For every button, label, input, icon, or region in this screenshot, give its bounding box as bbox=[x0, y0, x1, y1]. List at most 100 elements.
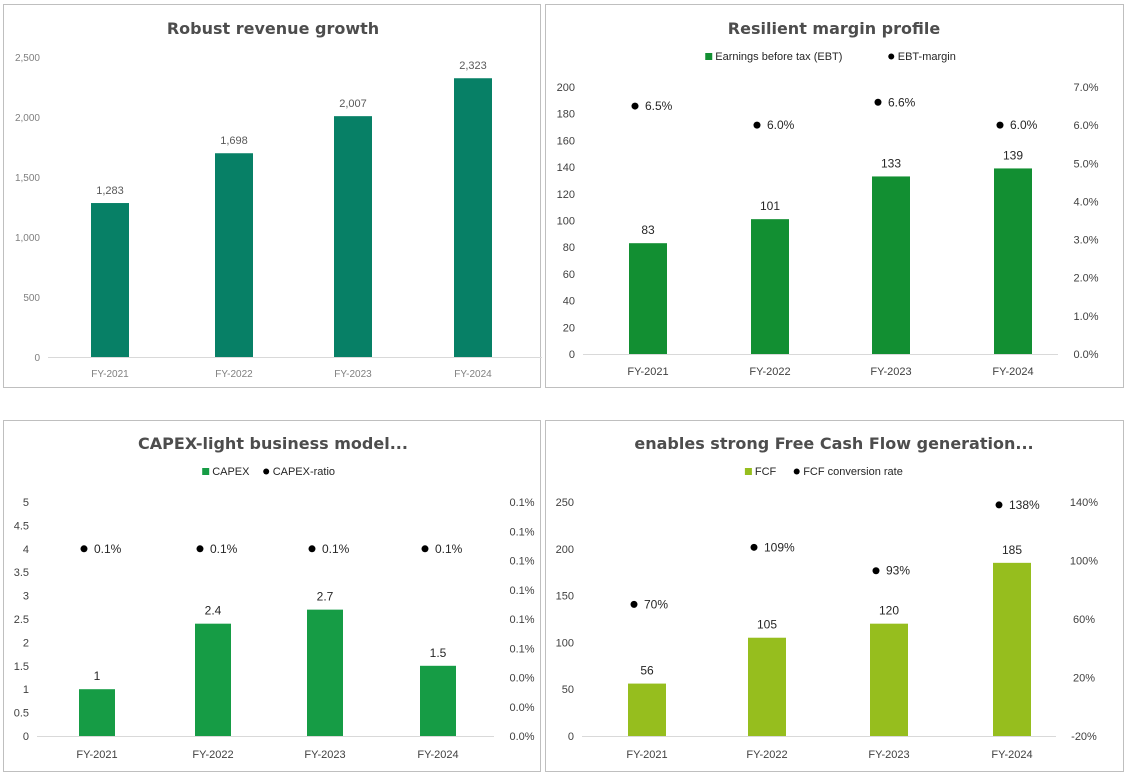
scatter-data-label: 0.1% bbox=[94, 542, 122, 556]
y-axis-tick-label: 160 bbox=[557, 135, 575, 147]
bar-data-label: 1,698 bbox=[220, 135, 248, 147]
capex-chart-panel: CAPEX-light business model... CAPEX CAPEX-… bbox=[3, 420, 541, 772]
bar-data-label: 2.4 bbox=[205, 604, 222, 618]
y-axis-tick-label: 20 bbox=[563, 322, 575, 334]
chart-title: enables strong Free Cash Flow generation… bbox=[634, 434, 1033, 453]
x-axis-tick-label: FY-2021 bbox=[91, 369, 129, 380]
y-axis-tick-label: 1 bbox=[23, 684, 29, 696]
scatter-point bbox=[308, 545, 316, 553]
y-axis-tick-label: 200 bbox=[557, 82, 575, 94]
revenue-chart: Robust revenue growth 0 500 1,000 1,500 2,000… bbox=[15, 19, 542, 380]
bar-data-label: 105 bbox=[757, 618, 777, 632]
legend-label: EBT-margin bbox=[898, 51, 956, 63]
x-axis-tick-label: FY-2022 bbox=[746, 749, 787, 761]
y2-axis-tick-label: 2.0% bbox=[1073, 273, 1098, 285]
y2-axis-tick-label: 6.0% bbox=[1073, 120, 1098, 132]
scatter-data-label: 6.6% bbox=[888, 95, 916, 109]
y-axis-tick-label: 3 bbox=[23, 591, 29, 603]
y2-axis-tick-label: 140% bbox=[1070, 497, 1098, 509]
scatter-point bbox=[872, 567, 880, 575]
y2-axis-tick-label: 0.1% bbox=[509, 556, 534, 568]
y2-axis-tick-label: 0.0% bbox=[509, 673, 534, 685]
y2-axis-tick-label: 20% bbox=[1073, 673, 1095, 685]
y-axis-tick-label: 3.5 bbox=[14, 567, 29, 579]
x-axis-tick-label: FY-2022 bbox=[215, 369, 253, 380]
y-axis-tick-label: 60 bbox=[563, 269, 575, 281]
bar-data-label: 2.7 bbox=[317, 590, 334, 604]
chart-title: CAPEX-light business model... bbox=[138, 434, 408, 453]
bar-data-label: 120 bbox=[879, 604, 899, 618]
y2-axis-tick-label: 0.0% bbox=[509, 702, 534, 714]
x-axis-tick-label: FY-2023 bbox=[868, 749, 909, 761]
x-axis-tick-label: FY-2024 bbox=[417, 749, 458, 761]
y-axis-tick-label: 180 bbox=[557, 109, 575, 121]
scatter-data-label: 70% bbox=[644, 597, 668, 611]
y-axis-tick-label: 2,000 bbox=[15, 113, 40, 124]
scatter-data-label: 6.5% bbox=[645, 99, 673, 113]
scatter-point bbox=[996, 121, 1004, 129]
bar-data-label: 101 bbox=[760, 199, 780, 213]
bar bbox=[870, 623, 908, 736]
y-axis-tick-label: 4.5 bbox=[14, 520, 29, 532]
y-axis-tick-label: 40 bbox=[563, 296, 575, 308]
scatter-data-label: 6.0% bbox=[1010, 118, 1038, 132]
y2-axis-tick-label: 0.1% bbox=[509, 497, 534, 509]
x-axis-tick-label: FY-2023 bbox=[870, 366, 911, 378]
y-axis-tick-label: 0 bbox=[34, 353, 40, 364]
y-axis-tick-label: 0 bbox=[569, 349, 575, 361]
y2-axis-tick-label: 0.0% bbox=[1073, 349, 1098, 361]
legend-label: CAPEX-ratio bbox=[273, 466, 335, 478]
bar-data-label: 56 bbox=[640, 664, 654, 678]
chart-title: Resilient margin profile bbox=[728, 19, 941, 38]
y-axis-tick-label: 100 bbox=[556, 637, 574, 649]
x-axis-tick-label: FY-2023 bbox=[334, 369, 372, 380]
legend-marker-dot bbox=[263, 468, 270, 475]
y2-axis-tick-label: 0.1% bbox=[509, 643, 534, 655]
bar bbox=[454, 78, 492, 358]
y-axis-tick-label: 0.5 bbox=[14, 708, 29, 720]
y2-axis-tick-label: -20% bbox=[1071, 731, 1097, 743]
scatter-point bbox=[630, 600, 638, 608]
y-axis-tick-label: 1,000 bbox=[15, 233, 40, 244]
y-axis-tick-label: 2,500 bbox=[15, 53, 40, 64]
x-axis-tick-label: FY-2021 bbox=[627, 366, 668, 378]
scatter-point bbox=[750, 543, 758, 551]
x-axis-tick-label: FY-2024 bbox=[991, 749, 1032, 761]
bar-data-label: 139 bbox=[1003, 148, 1023, 162]
bar bbox=[307, 609, 343, 736]
y2-axis-tick-label: 5.0% bbox=[1073, 158, 1098, 170]
y-axis-tick-label: 1,500 bbox=[15, 173, 40, 184]
y2-axis-tick-label: 0.1% bbox=[509, 526, 534, 538]
bar-data-label: 2,323 bbox=[459, 60, 487, 72]
fcf-chart: enables strong Free Cash Flow generation… bbox=[556, 434, 1099, 761]
x-axis-tick-label: FY-2024 bbox=[454, 369, 492, 380]
x-axis-tick-label: FY-2022 bbox=[192, 749, 233, 761]
y-axis-tick-label: 100 bbox=[557, 216, 575, 228]
x-axis-tick-label: FY-2023 bbox=[304, 749, 345, 761]
y-axis-tick-label: 200 bbox=[556, 544, 574, 556]
bar bbox=[334, 116, 372, 357]
x-axis-tick-label: FY-2021 bbox=[76, 749, 117, 761]
y-axis-tick-label: 50 bbox=[562, 684, 574, 696]
scatter-point bbox=[80, 545, 88, 553]
y-axis-tick-label: 120 bbox=[557, 189, 575, 201]
bar-data-label: 133 bbox=[881, 156, 901, 170]
y2-axis-tick-label: 0.1% bbox=[509, 585, 534, 597]
legend-label: FCF bbox=[755, 466, 777, 478]
scatter-data-label: 0.1% bbox=[435, 542, 463, 556]
bar bbox=[748, 637, 786, 736]
y2-axis-tick-label: 0.1% bbox=[509, 614, 534, 626]
chart-title: Robust revenue growth bbox=[167, 19, 379, 38]
y2-axis-tick-label: 1.0% bbox=[1073, 311, 1098, 323]
y2-axis-tick-label: 100% bbox=[1070, 556, 1098, 568]
y2-axis-tick-label: 3.0% bbox=[1073, 235, 1098, 247]
bar-data-label: 185 bbox=[1002, 543, 1022, 557]
bar bbox=[195, 623, 231, 736]
y-axis-tick-label: 250 bbox=[556, 497, 574, 509]
legend-label: CAPEX bbox=[212, 466, 250, 478]
bar-data-label: 1 bbox=[94, 669, 101, 683]
bar-data-label: 1.5 bbox=[430, 646, 447, 660]
scatter-point bbox=[753, 121, 761, 129]
y-axis-tick-label: 140 bbox=[557, 162, 575, 174]
legend-marker-square bbox=[705, 53, 713, 60]
